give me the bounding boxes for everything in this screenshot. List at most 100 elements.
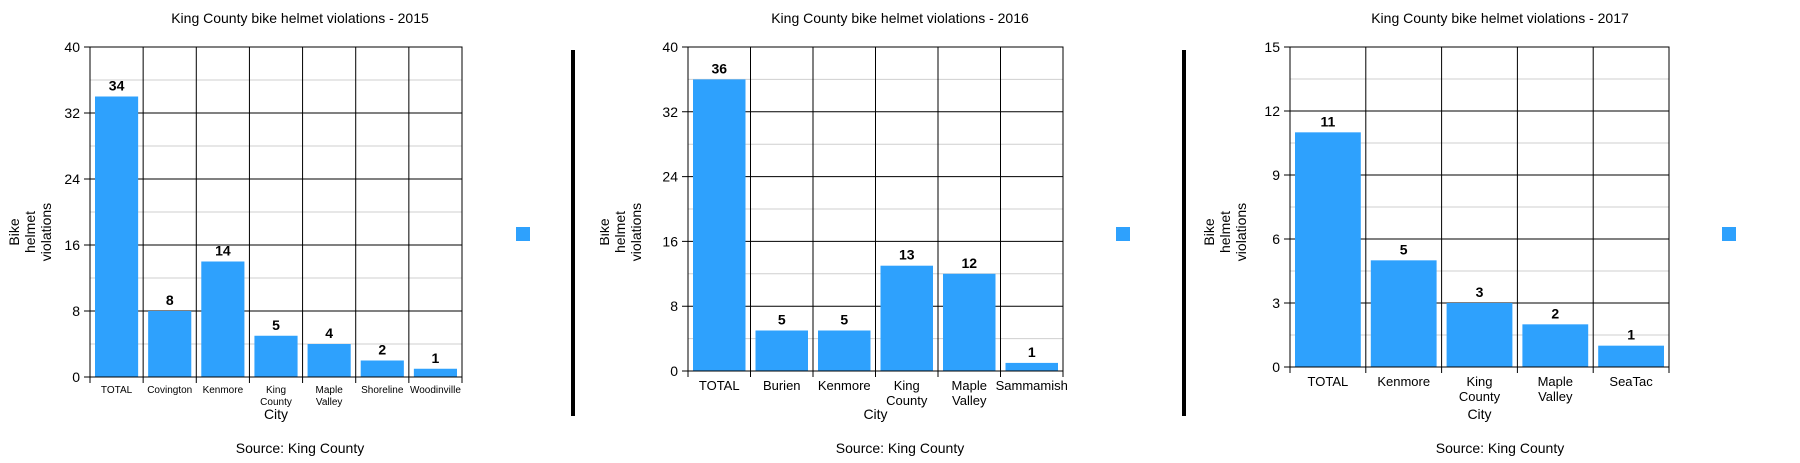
x-tick-label: King [894,378,920,393]
plot-frame [1289,46,1670,368]
source-note: Source: King County [1435,440,1565,456]
y-tick-label: 0 [72,369,80,385]
data-label: 4 [325,325,333,341]
x-axis-label: City [863,406,887,422]
y-tick-label: 16 [64,237,80,253]
y-tick-label: 6 [1272,231,1280,247]
y-tick-label: 24 [64,171,80,187]
panel-divider [571,50,575,416]
y-tick-label: 3 [1272,295,1280,311]
x-tick-label: Valley [952,393,987,408]
x-tick-label: Sammamish [996,378,1068,393]
y-axis-label-line: violations [628,203,644,261]
chart-panel-2016: King County bike helmet violations - 201… [600,0,1200,463]
bar [1005,362,1058,371]
x-tick-label: Burien [763,378,801,393]
y-tick-label: 24 [662,169,678,185]
data-label: 14 [215,243,231,259]
bar [360,360,404,377]
x-tick-label: Kenmore [818,378,871,393]
x-axis-label: City [264,406,288,422]
chart-title: King County bike helmet violations - 201… [171,10,429,26]
y-tick-label: 32 [64,105,80,121]
legend-swatch [516,227,530,241]
bar [693,79,746,372]
y-axis-label: Bike helmet violations [1201,203,1249,261]
chart-panel-2017: King County bike helmet violations - 201… [1200,0,1800,463]
y-axis-label-line: helmet [22,211,38,253]
y-axis-label-line: helmet [1217,211,1233,253]
bar [148,311,192,377]
x-tick-label: Shoreline [361,385,404,396]
y-tick-label: 8 [670,298,678,314]
data-label: 2 [378,342,386,358]
x-tick-label: King [1466,374,1492,389]
bar [413,368,457,377]
y-tick-label: 12 [1264,103,1280,119]
y-tick-label: 16 [662,233,678,249]
bar-chart: 081624324034TOTAL8Covington14Kenmore5Kin… [6,39,463,422]
data-label: 13 [899,247,915,263]
y-axis-label-line: Bike [1201,218,1217,245]
data-label: 5 [1400,241,1408,257]
chart-panel-2015: King County bike helmet violations - 201… [0,0,600,463]
x-tick-label: Covington [147,385,192,396]
x-tick-label: Valley [316,397,343,408]
y-axis-label-line: violations [1233,203,1249,261]
bar [1446,303,1513,367]
data-label: 12 [961,255,977,271]
y-axis-label: Bike helmet violations [6,203,54,261]
legend-swatch [1722,227,1736,241]
data-label: 3 [1476,284,1484,300]
x-tick-label: Maple [952,378,987,393]
data-label: 36 [711,60,727,76]
panel-divider [1182,50,1186,416]
bar [1598,345,1664,367]
bar-chart: 0 8 16 24 32 40 36 TOTAL 5 Burien 5 Kenmore 13 KingCo… [600,39,1068,422]
bar [1295,132,1361,367]
y-tick-label: 40 [64,39,80,55]
bar [880,265,933,371]
x-tick-label: King [266,385,286,396]
y-tick-label: 8 [72,303,80,319]
x-tick-label: Kenmore [1377,374,1430,389]
bar [201,261,245,377]
y-tick-label: 0 [1272,359,1280,375]
x-tick-label: TOTAL [1308,374,1349,389]
x-tick-label: TOTAL [101,385,133,396]
bar [1522,324,1589,367]
data-label: 1 [1028,344,1036,360]
x-tick-label: County [260,397,292,408]
data-label: 5 [778,312,786,328]
data-label: 11 [1320,113,1335,129]
y-tick-label: 40 [662,39,678,55]
y-axis-label-line: helmet [612,211,628,253]
source-note: Source: King County [835,440,965,456]
bar [755,330,808,371]
y-tick-label: 15 [1264,39,1280,55]
y-axis-label-line: Bike [600,218,612,245]
data-label: 34 [109,78,125,94]
x-tick-label: Kenmore [203,385,244,396]
chart-title: King County bike helmet violations - 201… [1371,10,1629,26]
x-tick-label: SeaTac [1609,374,1653,389]
x-tick-label: Maple [1538,374,1573,389]
bar [1370,260,1437,367]
plot-frame [687,46,1064,372]
data-label: 1 [1627,327,1635,343]
chart-title: King County bike helmet violations - 201… [771,10,1029,26]
bar [95,96,139,377]
x-tick-label: Maple [316,385,344,396]
bar [818,330,871,371]
data-label: 8 [166,292,174,308]
data-label: 2 [1551,305,1559,321]
x-tick-label: Woodinville [410,385,461,396]
y-tick-label: 9 [1272,167,1280,183]
y-axis-label: Bike helmet violations [600,203,644,261]
y-tick-label: 32 [662,104,678,120]
bar [943,273,996,371]
legend-swatch [1116,227,1130,241]
x-tick-label: County [1459,389,1501,404]
y-axis-label-line: violations [38,203,54,261]
